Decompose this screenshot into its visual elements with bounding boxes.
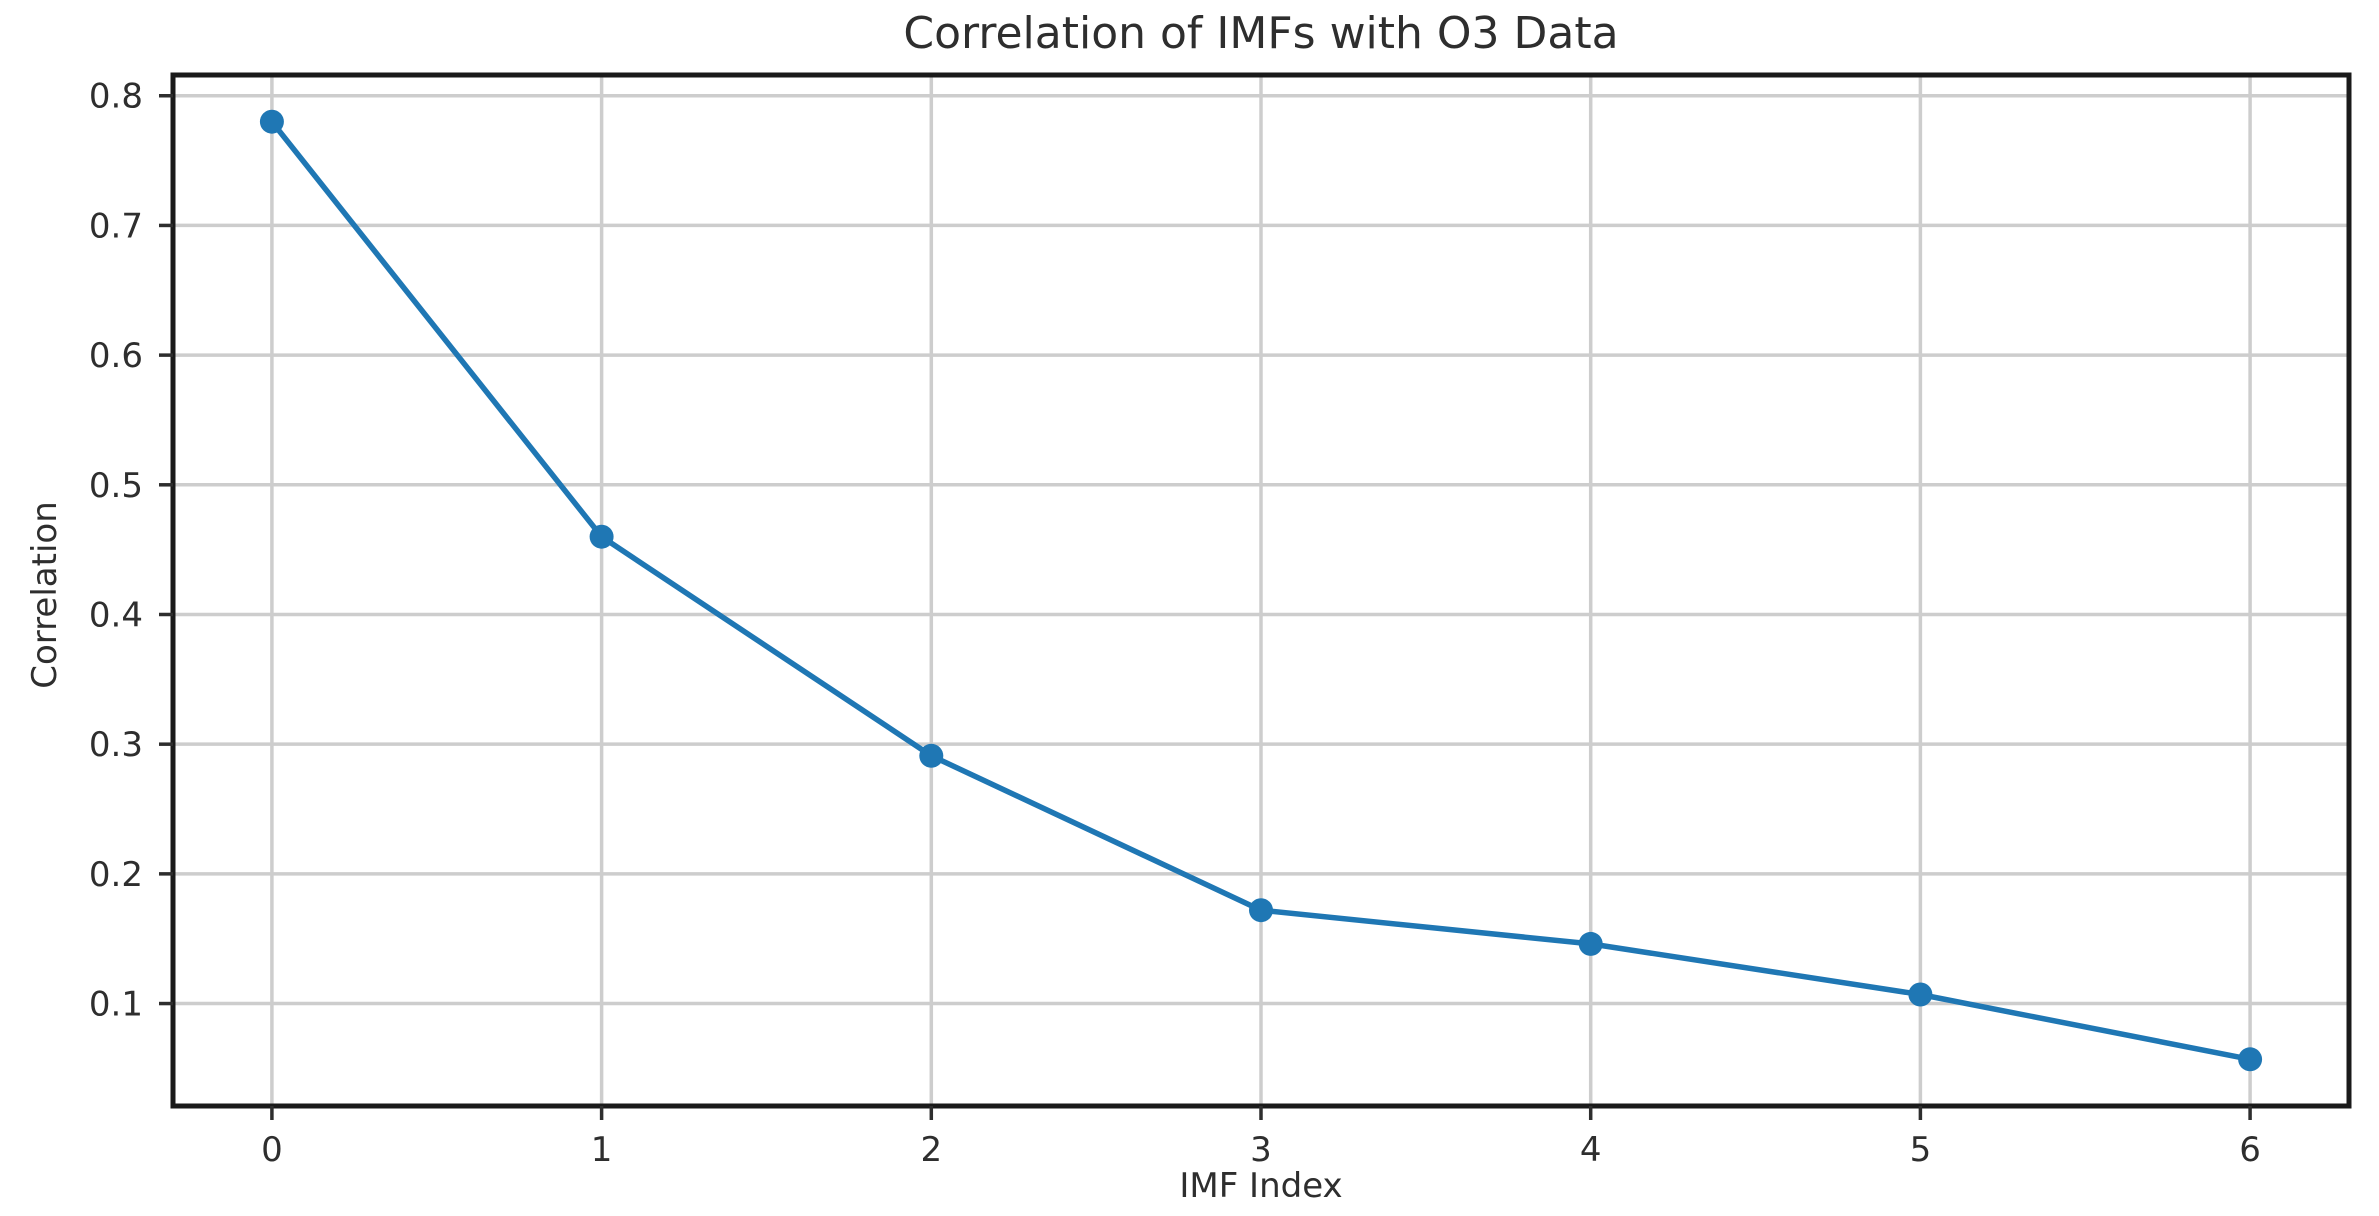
y-axis-label: Correlation bbox=[25, 501, 65, 689]
y-tick-label: 0.6 bbox=[89, 336, 143, 376]
data-point bbox=[1578, 931, 1603, 956]
grid-layer bbox=[173, 75, 2349, 1106]
data-point bbox=[1908, 982, 1933, 1007]
x-tick-label: 1 bbox=[591, 1130, 613, 1170]
y-tick-label: 0.7 bbox=[89, 206, 143, 246]
y-tick-label: 0.3 bbox=[89, 725, 143, 765]
chart-title: Correlation of IMFs with O3 Data bbox=[903, 8, 1619, 59]
x-tick-label: 0 bbox=[261, 1130, 283, 1170]
tick-layer: 0 1 2 3 4 5 6 0.1 0.2 0.3 0.4 0.5 0.6 0.7 0.8 bbox=[89, 77, 2261, 1170]
data-point bbox=[919, 743, 944, 768]
x-tick-label: 3 bbox=[1250, 1130, 1272, 1170]
y-tick-label: 0.1 bbox=[89, 985, 143, 1025]
x-tick-label: 5 bbox=[1910, 1130, 1932, 1170]
y-tick-label: 0.4 bbox=[89, 595, 143, 635]
data-point bbox=[259, 109, 284, 134]
data-point bbox=[2238, 1047, 2263, 1072]
data-layer bbox=[259, 109, 2263, 1072]
x-axis-label: IMF Index bbox=[1179, 1166, 1343, 1206]
x-tick-label: 2 bbox=[920, 1130, 942, 1170]
x-tick-label: 4 bbox=[1580, 1130, 1602, 1170]
data-point bbox=[1249, 898, 1273, 923]
y-tick-label: 0.5 bbox=[89, 466, 143, 506]
y-tick-label: 0.8 bbox=[89, 77, 143, 117]
y-tick-label: 0.2 bbox=[89, 855, 143, 895]
x-tick-label: 6 bbox=[2239, 1130, 2261, 1170]
data-point bbox=[589, 524, 614, 549]
